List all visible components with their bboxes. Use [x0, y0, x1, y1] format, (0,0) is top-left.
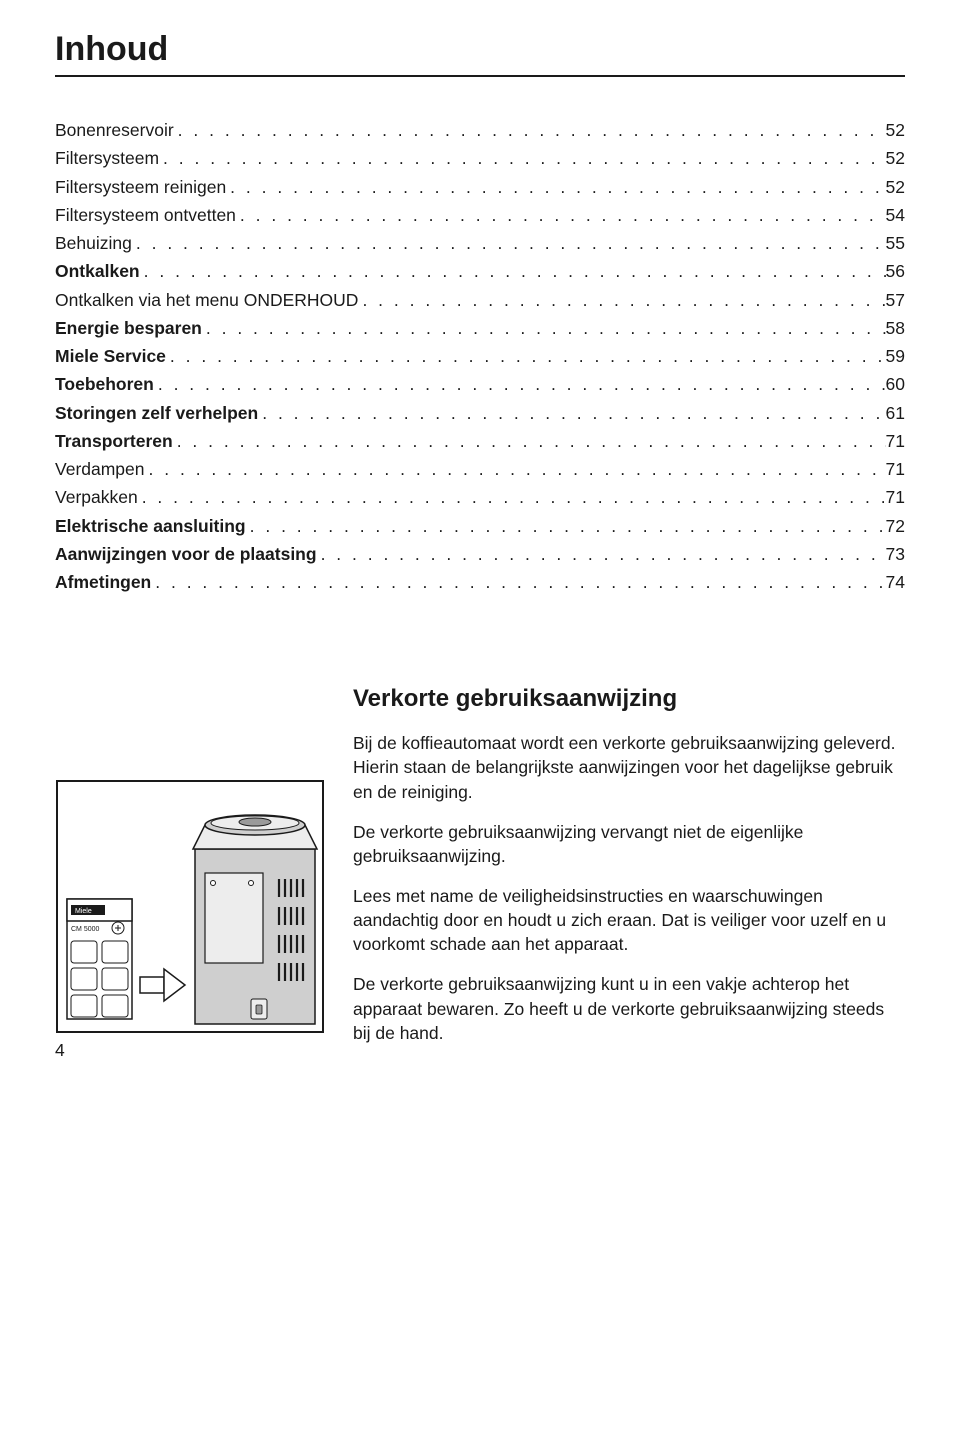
section-heading: Verkorte gebruiksaanwijzing — [353, 685, 905, 713]
toc-label: Filtersysteem — [55, 145, 159, 171]
toc-page: 56 — [886, 258, 905, 284]
toc-page: 71 — [886, 456, 905, 482]
toc-page: 61 — [886, 400, 905, 426]
model-label: CM 5000 — [71, 926, 100, 933]
toc-page: 57 — [886, 287, 905, 313]
toc-page: 58 — [886, 315, 905, 341]
lower-section: Miele CM 5000 — [55, 685, 905, 1061]
table-of-contents: Bonenreservoir. . . . . . . . . . . . . … — [55, 117, 905, 595]
toc-leader: . . . . . . . . . . . . . . . . . . . . … — [317, 541, 886, 567]
toc-label: Aanwijzingen voor de plaatsing — [55, 541, 317, 567]
toc-label: Toebehoren — [55, 371, 154, 397]
paragraph: De verkorte gebruiksaanwijzing vervangt … — [353, 820, 905, 868]
toc-entry: Filtersysteem. . . . . . . . . . . . . .… — [55, 145, 905, 171]
toc-entry: Aanwijzingen voor de plaatsing. . . . . … — [55, 541, 905, 567]
toc-label: Behuizing — [55, 230, 132, 256]
toc-entry: Ontkalken via het menu ONDERHOUD. . . . … — [55, 287, 905, 313]
toc-page: 54 — [886, 202, 905, 228]
toc-entry: Ontkalken. . . . . . . . . . . . . . . .… — [55, 258, 905, 284]
toc-page: 72 — [886, 513, 905, 539]
toc-label: Bonenreservoir — [55, 117, 174, 143]
toc-leader: . . . . . . . . . . . . . . . . . . . . … — [138, 484, 886, 510]
toc-entry: Filtersysteem reinigen. . . . . . . . . … — [55, 174, 905, 200]
page-title: Inhoud — [55, 30, 905, 77]
toc-label: Verpakken — [55, 484, 138, 510]
toc-label: Transporteren — [55, 428, 173, 454]
toc-label: Elektrische aansluiting — [55, 513, 246, 539]
toc-leader: . . . . . . . . . . . . . . . . . . . . … — [166, 343, 886, 369]
toc-page: 55 — [886, 230, 905, 256]
toc-entry: Bonenreservoir. . . . . . . . . . . . . … — [55, 117, 905, 143]
toc-page: 52 — [886, 174, 905, 200]
appliance-illustration: Miele CM 5000 — [55, 779, 325, 1034]
paragraph: De verkorte gebruiksaanwijzing kunt u in… — [353, 972, 905, 1044]
toc-entry: Elektrische aansluiting. . . . . . . . .… — [55, 513, 905, 539]
toc-page: 74 — [886, 569, 905, 595]
toc-entry: Toebehoren. . . . . . . . . . . . . . . … — [55, 371, 905, 397]
toc-label: Energie besparen — [55, 315, 202, 341]
toc-label: Ontkalken via het menu ONDERHOUD — [55, 287, 358, 313]
toc-label: Afmetingen — [55, 569, 151, 595]
toc-page: 71 — [886, 484, 905, 510]
toc-page: 73 — [886, 541, 905, 567]
toc-entry: Transporteren. . . . . . . . . . . . . .… — [55, 428, 905, 454]
toc-label: Filtersysteem reinigen — [55, 174, 226, 200]
paragraph: Lees met name de veiligheidsinstructies … — [353, 884, 905, 956]
toc-leader: . . . . . . . . . . . . . . . . . . . . … — [159, 145, 885, 171]
toc-page: 52 — [886, 117, 905, 143]
toc-leader: . . . . . . . . . . . . . . . . . . . . … — [258, 400, 885, 426]
toc-leader: . . . . . . . . . . . . . . . . . . . . … — [202, 315, 886, 341]
toc-label: Miele Service — [55, 343, 166, 369]
toc-label: Verdampen — [55, 456, 145, 482]
toc-leader: . . . . . . . . . . . . . . . . . . . . … — [174, 117, 886, 143]
toc-page: 59 — [886, 343, 905, 369]
toc-leader: . . . . . . . . . . . . . . . . . . . . … — [236, 202, 886, 228]
toc-leader: . . . . . . . . . . . . . . . . . . . . … — [132, 230, 886, 256]
toc-entry: Miele Service. . . . . . . . . . . . . .… — [55, 343, 905, 369]
toc-leader: . . . . . . . . . . . . . . . . . . . . … — [226, 174, 885, 200]
toc-leader: . . . . . . . . . . . . . . . . . . . . … — [246, 513, 886, 539]
coffee-machine-icon — [193, 815, 317, 1024]
toc-page: 71 — [886, 428, 905, 454]
toc-entry: Behuizing. . . . . . . . . . . . . . . .… — [55, 230, 905, 256]
toc-leader: . . . . . . . . . . . . . . . . . . . . … — [358, 287, 885, 313]
toc-entry: Afmetingen. . . . . . . . . . . . . . . … — [55, 569, 905, 595]
toc-entry: Energie besparen. . . . . . . . . . . . … — [55, 315, 905, 341]
toc-entry: Filtersysteem ontvetten. . . . . . . . .… — [55, 202, 905, 228]
toc-leader: . . . . . . . . . . . . . . . . . . . . … — [140, 258, 886, 284]
paragraph: Bij de koffieautomaat wordt een verkorte… — [353, 731, 905, 803]
toc-leader: . . . . . . . . . . . . . . . . . . . . … — [173, 428, 886, 454]
toc-entry: Storingen zelf verhelpen. . . . . . . . … — [55, 400, 905, 426]
toc-page: 60 — [886, 371, 905, 397]
toc-label: Storingen zelf verhelpen — [55, 400, 258, 426]
toc-entry: Verpakken. . . . . . . . . . . . . . . .… — [55, 484, 905, 510]
toc-page: 52 — [886, 145, 905, 171]
toc-leader: . . . . . . . . . . . . . . . . . . . . … — [151, 569, 885, 595]
brand-label: Miele — [75, 908, 92, 915]
toc-label: Ontkalken — [55, 258, 140, 284]
toc-leader: . . . . . . . . . . . . . . . . . . . . … — [145, 456, 886, 482]
toc-leader: . . . . . . . . . . . . . . . . . . . . … — [154, 371, 886, 397]
toc-label: Filtersysteem ontvetten — [55, 202, 236, 228]
page-number: 4 — [55, 1040, 325, 1061]
toc-entry: Verdampen. . . . . . . . . . . . . . . .… — [55, 456, 905, 482]
